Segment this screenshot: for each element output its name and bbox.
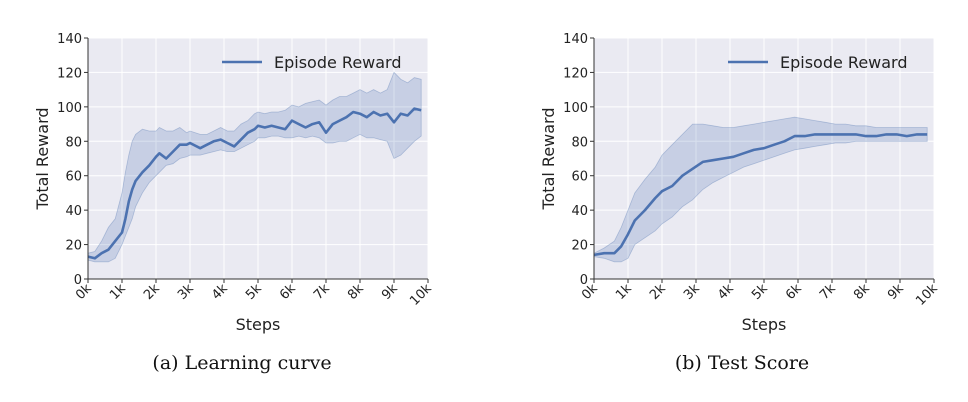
y-tick-label: 0	[74, 273, 82, 288]
x-tick-label: 4k	[715, 281, 737, 303]
y-tick-label: 40	[571, 204, 588, 219]
series-line	[87, 107, 422, 260]
x-tick-label: 3k	[681, 281, 703, 303]
y-tick-label: 120	[563, 66, 588, 81]
y-tick-label: 60	[571, 170, 588, 185]
x-tick-label: 2k	[647, 281, 669, 303]
y-tick-label: 140	[563, 32, 588, 47]
x-tick-label: 9k	[379, 281, 401, 303]
x-axis-label: Steps	[236, 315, 281, 334]
x-tick-label: 8k	[851, 281, 873, 303]
legend-label: Episode Reward	[780, 53, 908, 72]
x-tick-label: 6k	[277, 281, 299, 303]
y-tick-label: 100	[563, 101, 588, 116]
x-tick-label: 6k	[783, 281, 805, 303]
confidence-band	[593, 116, 928, 263]
x-tick-label: 1k	[613, 281, 635, 303]
legend-label: Episode Reward	[274, 53, 402, 72]
x-tick-label: 7k	[311, 281, 333, 303]
y-tick-label: 40	[65, 204, 82, 219]
x-tick-label: 9k	[885, 281, 907, 303]
x-tick-label: 5k	[243, 281, 265, 303]
y-axis-label: Total Reward	[33, 107, 52, 210]
caption-b: (b) Test Score	[674, 352, 810, 374]
y-tick-label: 0	[580, 273, 588, 288]
y-tick-label: 100	[57, 101, 82, 116]
y-tick-label: 60	[65, 170, 82, 185]
x-tick-label: 3k	[175, 281, 197, 303]
x-axis-label: Steps	[742, 315, 787, 334]
series-line	[593, 133, 928, 257]
x-tick-label: 8k	[345, 281, 367, 303]
x-tick-label: 4k	[209, 281, 231, 303]
y-tick-label: 80	[571, 135, 588, 150]
y-axis-label: Total Reward	[539, 107, 558, 210]
y-tick-label: 20	[65, 239, 82, 254]
caption-a: (a) Learning curve	[152, 352, 332, 374]
x-tick-label: 10k	[913, 281, 941, 309]
x-tick-label: 1k	[107, 281, 129, 303]
y-tick-label: 80	[65, 135, 82, 150]
x-tick-label: 2k	[141, 281, 163, 303]
y-tick-label: 120	[57, 66, 82, 81]
x-tick-label: 10k	[407, 281, 435, 309]
x-tick-label: 7k	[817, 281, 839, 303]
y-tick-label: 20	[571, 239, 588, 254]
confidence-band	[87, 71, 422, 263]
y-tick-label: 140	[57, 32, 82, 47]
x-tick-label: 5k	[749, 281, 771, 303]
